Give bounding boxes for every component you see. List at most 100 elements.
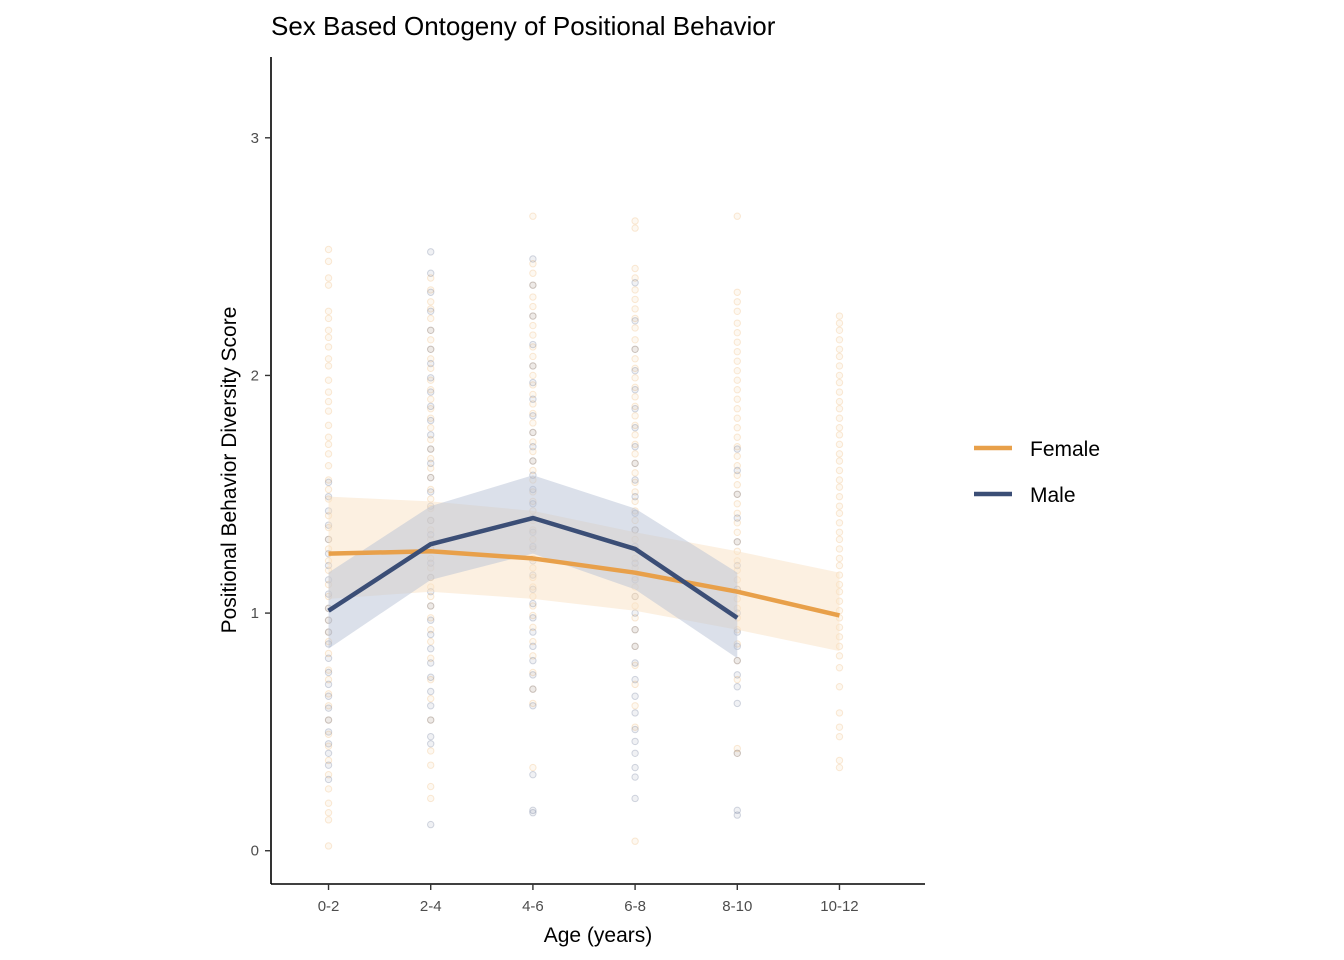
data-point-male [427,702,435,710]
data-point-male [529,671,537,679]
data-point-male [529,770,537,779]
data-point-female [324,433,333,441]
y-tick-label: 1 [251,605,259,622]
data-point-female [324,770,333,779]
data-point-female [733,519,741,527]
data-point-female [427,495,435,503]
data-point-female [733,386,741,394]
data-point-female [733,490,741,498]
data-point-male [324,740,333,748]
data-point-female [427,464,435,472]
data-point-male [427,645,435,653]
data-point-male [529,809,537,817]
data-point-male [427,445,435,453]
x-tick-label: 10-12 [820,898,858,915]
data-point-female [631,440,639,449]
data-point-male [529,340,537,349]
data-point-female [631,364,639,373]
data-point-male [324,749,333,757]
data-point-female [529,293,537,301]
data-point-female [631,324,639,332]
data-point-female [529,699,537,708]
data-point-female [733,471,741,479]
data-point-female [733,443,741,451]
data-point-male [427,602,435,610]
data-point-female [835,326,844,334]
data-point-male [631,317,639,325]
legend-label-male: Male [1030,484,1076,507]
data-point-male [427,659,435,667]
data-point-male [631,443,639,451]
data-point-female [529,302,537,311]
confidence-band-male [328,475,738,659]
data-point-female [733,212,741,220]
data-point-female [631,421,639,430]
data-point-female [324,307,333,315]
data-point-female [427,794,435,803]
data-point-female [631,614,639,622]
data-point-female [835,424,844,432]
data-point-male [324,775,333,784]
data-point-female [427,694,435,703]
data-point-female [427,716,435,724]
data-point-female [835,319,844,327]
data-point-female [631,393,639,401]
data-point-female [529,331,537,339]
x-tick-label: 2-4 [420,898,442,915]
data-point-female [324,799,333,807]
data-point-female [631,345,639,354]
data-point-female [733,744,741,753]
data-point-male [427,820,435,829]
data-point-male [324,654,333,662]
data-point-female [733,307,741,315]
data-point-female [529,352,537,361]
data-point-female [631,412,639,420]
data-point-female [324,314,333,323]
data-point-female [631,295,639,304]
data-point-female [631,837,639,845]
data-point-male [631,366,639,375]
data-point-male [733,749,741,757]
data-point-female [835,554,844,563]
data-point-female [835,312,844,320]
data-point-male [427,269,435,277]
x-tick-label: 0-2 [318,898,340,915]
data-point-female [324,333,333,342]
series-line-female [328,549,840,618]
data-point-female [835,362,844,370]
data-point-male [529,702,537,710]
data-point-female [733,749,741,757]
legend: Female Male [974,438,1100,507]
data-point-female [324,355,333,363]
data-point-female [835,683,844,691]
data-point-female [529,260,537,268]
data-point-male [427,288,435,296]
data-point-female [529,281,537,289]
data-point-female [733,433,741,441]
y-tick-label: 3 [251,130,259,147]
data-point-male [631,773,639,781]
data-point-female [631,488,639,496]
data-point-female [733,462,741,470]
data-point-female [427,298,435,306]
data-point-male [631,675,639,684]
legend-label-female: Female [1030,438,1100,461]
data-point-male [427,416,435,425]
data-point-female [733,509,741,517]
data-point-female [324,326,333,334]
data-point-female [324,376,333,384]
data-point-female [835,519,844,527]
data-point-female [733,298,741,306]
data-point-female [324,675,333,684]
data-point-male [427,402,435,411]
data-point-female [835,345,844,354]
data-point-female [324,440,333,449]
data-point-male [427,374,435,382]
data-point-male [529,378,537,387]
data-point-female [835,476,844,484]
data-point-male [733,671,741,679]
data-point-male [733,490,741,498]
data-point-female [835,405,844,413]
data-point-male [733,699,741,708]
